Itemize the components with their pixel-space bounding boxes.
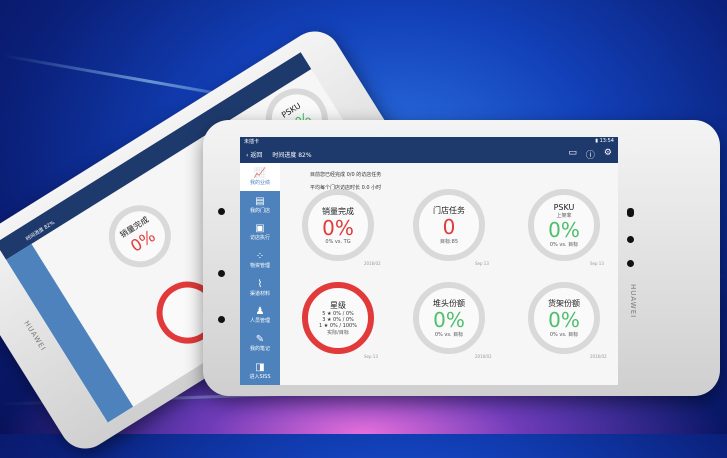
sidebar-item-label: 我的笔记 — [249, 345, 270, 352]
card-value: 0% — [322, 215, 354, 240]
back-card-sales: 销量完成 0% — [97, 193, 183, 280]
front-tablet: HUAWEI 未插卡 ▮ 13:54 ‹ 返回 时间进度 82% ▭ ⓘ ⚙ 📈… — [203, 120, 720, 396]
card-value: 0% — [548, 217, 580, 242]
card-title: PSKU — [553, 202, 575, 212]
message-icon[interactable]: ▭ — [568, 148, 577, 158]
chart-icon: 📈 — [253, 167, 267, 179]
sensor-icon — [627, 260, 634, 267]
store-icon: ▤ — [255, 195, 265, 207]
camera-icon — [218, 208, 225, 215]
card-sub: 0% vs. 目标 — [549, 332, 579, 338]
header-actions: ▭ ⓘ ⚙ — [568, 148, 612, 161]
sidebar-item-label: 渠道材料 — [249, 290, 270, 297]
summary-line: 目前您已经完成 0/0 的访店任务 — [310, 172, 382, 178]
sidebar-item[interactable]: ◨ 进入SISS — [240, 357, 280, 385]
card-sub: 实际/目标 — [327, 330, 349, 336]
grid-icon: ⁘ — [255, 250, 265, 262]
card-title: 货架份额 — [548, 299, 580, 308]
sidebar-item[interactable]: ▣ 访店执行 — [240, 218, 280, 246]
star-row: 3 ★ 0% / 0% — [322, 317, 354, 323]
sidebar-item-label: 我的门店 — [249, 207, 270, 214]
star-row: 5 ★ 0% / 0% — [322, 311, 354, 317]
card-title: 门店任务 — [433, 206, 465, 215]
sensor-icon — [627, 236, 634, 243]
nav-row: ‹ 返回 时间进度 82% — [246, 150, 312, 159]
star-row: 1 ★ 0% / 100% — [319, 323, 357, 329]
card-sub: 0% vs. 目标 — [434, 332, 464, 338]
card-date: 2016/02 — [475, 354, 492, 359]
carrier-status: 未插卡 — [244, 139, 260, 145]
card-sub: 目标:85 — [439, 239, 459, 245]
sidebar-item[interactable]: ✎ 我的笔记 — [240, 329, 280, 357]
card-date: Sep 13 — [364, 354, 378, 359]
card-date: 2016/02 — [590, 354, 607, 359]
sidebar-item[interactable]: 📈 我的业绩 — [240, 163, 280, 191]
card-title: 销量完成 — [322, 206, 354, 216]
card-value: 0 — [442, 215, 456, 239]
sidebar-item-label: 进入SISS — [249, 373, 271, 380]
back-progress: 时间进度 82% — [24, 220, 56, 243]
card-sub: 0% vs. TG — [325, 238, 351, 245]
card-title: 堆头份额 — [433, 299, 465, 308]
sidebar: 📈 我的业绩 ▤ 我的门店 ▣ 访店执行 ⁘ 物资管理 ⌇ 渠道材料 ♟ 人员管理 ✎ 我的笔记 ◨ 进入SI… — [240, 163, 280, 385]
card-date: Sep 13 — [475, 261, 489, 266]
sidebar-item-label: 物资管理 — [249, 262, 270, 269]
note-icon: ✎ — [255, 333, 265, 345]
kpi-card[interactable]: 销量完成 0% 0% vs. TG — [302, 189, 374, 261]
summary: 目前您已经完成 0/0 的访店任务 平均每个门店访店时长 0.0 小时 — [310, 169, 381, 195]
people-icon: ♟ — [255, 306, 265, 318]
kpi-card[interactable]: 堆头份额 0% 0% vs. 目标 — [413, 282, 485, 354]
sidebar-item[interactable]: ▤ 我的门店 — [240, 191, 280, 219]
card-value: 0% — [548, 308, 580, 332]
paperclip-icon: ⌇ — [257, 278, 263, 290]
app-header: 未插卡 ▮ 13:54 ‹ 返回 时间进度 82% ▭ ⓘ ⚙ — [240, 137, 618, 163]
sidebar-item[interactable]: ⁘ 物资管理 — [240, 246, 280, 274]
clipboard-icon: ▣ — [255, 223, 265, 235]
kpi-card[interactable]: 星级 5 ★ 0% / 0% 3 ★ 0% / 0% 1 ★ 0% / 100% 实际/… — [302, 282, 374, 354]
clock: ▮ 13:54 — [595, 138, 614, 144]
card-title: 星级 — [330, 301, 346, 310]
card-date: Sep 13 — [590, 261, 604, 266]
sidebar-item-label: 人员管理 — [249, 318, 270, 325]
card-value: 0% — [433, 308, 465, 332]
sidebar-item-label: 访店执行 — [249, 235, 270, 242]
back-label: 返回 — [250, 152, 263, 159]
back-button[interactable]: ‹ 返回 — [246, 152, 263, 159]
card-subtitle: 上架率 — [556, 212, 572, 219]
card-date: 2016/02 — [364, 261, 381, 266]
kpi-card[interactable]: 门店任务 0 目标:85 — [413, 189, 485, 261]
help-icon[interactable]: ⓘ — [585, 151, 595, 161]
brand-logo: HUAWEI — [22, 319, 48, 353]
sensor-icon — [218, 270, 225, 277]
settings-icon[interactable]: ⚙ — [603, 148, 612, 158]
sensor-icon — [218, 316, 225, 323]
sidebar-item[interactable]: ⌇ 渠道材料 — [240, 274, 280, 302]
time: 13:54 — [599, 138, 614, 144]
card-sub: 0% vs. 目标 — [549, 241, 579, 248]
progress-label: 时间进度 82% — [272, 152, 312, 159]
kpi-card[interactable]: 货架份额 0% 0% vs. 目标 — [528, 282, 600, 354]
front-camera-icon — [627, 208, 634, 217]
brand-logo: HUAWEI — [629, 284, 637, 319]
sidebar-item[interactable]: ♟ 人员管理 — [240, 301, 280, 329]
enter-icon: ◨ — [255, 361, 265, 373]
sidebar-item-label: 我的业绩 — [249, 179, 270, 186]
kpi-card[interactable]: PSKU 上架率 0% 0% vs. 目标 — [528, 189, 600, 261]
summary-line: 平均每个门店访店时长 0.0 小时 — [310, 185, 382, 191]
app-screen: 未插卡 ▮ 13:54 ‹ 返回 时间进度 82% ▭ ⓘ ⚙ 📈 我的业绩 ▤ 我的… — [240, 137, 618, 385]
